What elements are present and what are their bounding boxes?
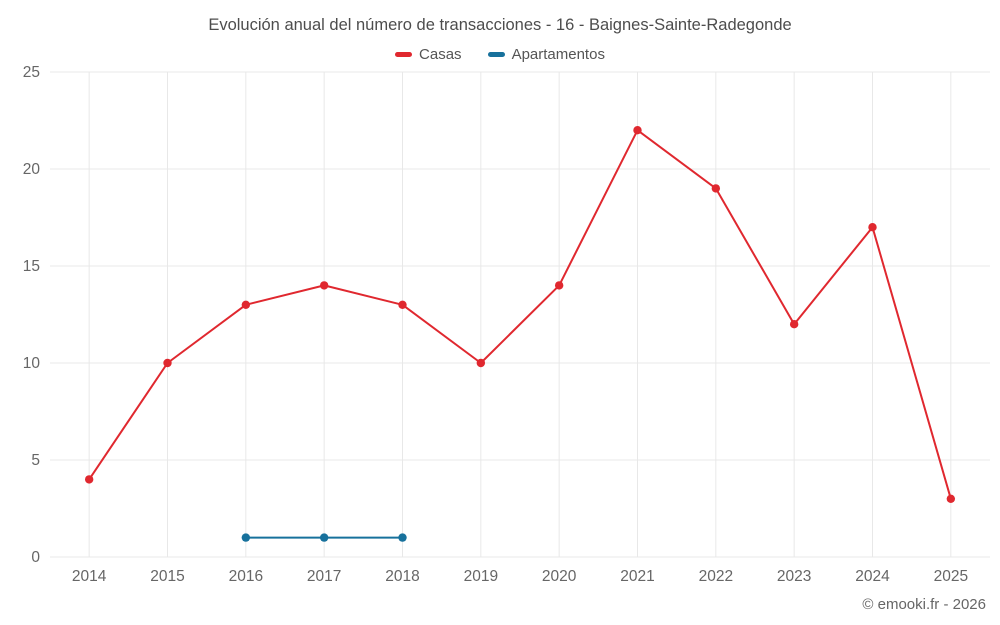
casas-data-point <box>163 358 172 368</box>
y-tick-label: 20 <box>23 161 41 178</box>
x-tick-label: 2020 <box>542 568 577 585</box>
x-tick-label: 2015 <box>150 568 184 585</box>
apartamentos-data-point <box>398 533 407 542</box>
series-casas <box>84 126 956 503</box>
x-tick-label: 2019 <box>464 568 498 585</box>
apartamentos-swatch-icon <box>487 52 505 57</box>
series-apartamentos <box>241 533 407 542</box>
x-tick-label: 2022 <box>699 568 733 585</box>
x-tick-label: 2017 <box>307 568 341 585</box>
x-tick-label: 2024 <box>855 568 890 585</box>
gridlines <box>50 71 990 558</box>
apartamentos-data-point <box>319 533 329 542</box>
casas-data-point <box>319 281 329 290</box>
apartamentos-data-point <box>241 533 251 542</box>
y-tick-label: 10 <box>23 355 41 372</box>
chart-title: Evolución anual del número de transaccio… <box>208 16 792 34</box>
legend-item-casas[interactable]: Casas <box>395 46 462 63</box>
casas-data-point <box>946 494 956 503</box>
legend-label-casas: Casas <box>419 46 462 63</box>
casas-line <box>88 129 952 500</box>
x-tick-label: 2018 <box>385 568 419 585</box>
y-tick-label: 15 <box>23 258 40 275</box>
casas-data-point <box>554 281 564 290</box>
casas-data-point <box>476 358 486 368</box>
x-tick-label: 2025 <box>934 568 968 585</box>
y-tick-label: 25 <box>23 64 40 81</box>
legend-label-apartamentos: Apartamentos <box>511 46 605 63</box>
y-tick-label: 5 <box>31 452 40 469</box>
x-tick-label: 2021 <box>620 568 654 585</box>
x-tick-label: 2016 <box>229 568 263 585</box>
casas-data-point <box>868 223 877 232</box>
chart-footer: © emooki.fr - 2026 <box>862 596 986 613</box>
casas-data-point <box>398 300 407 309</box>
legend-item-apartamentos[interactable]: Apartamentos <box>487 46 605 63</box>
casas-data-point <box>84 475 94 484</box>
y-tick-label: 0 <box>31 549 40 566</box>
casas-data-point <box>241 300 251 309</box>
y-axis-labels: 0 5 10 15 20 25 <box>23 64 41 566</box>
casas-swatch-icon <box>395 52 413 57</box>
x-tick-label: 2023 <box>777 568 811 585</box>
x-tick-label: 2014 <box>72 568 107 585</box>
casas-data-point <box>633 126 642 135</box>
casas-data-point <box>711 184 721 193</box>
x-axis-labels: 2014 2015 2016 2017 2018 2019 2020 2021 2022 2023… <box>72 568 968 585</box>
casas-data-point <box>789 320 799 329</box>
legend: Casas Apartamentos <box>0 46 1000 63</box>
